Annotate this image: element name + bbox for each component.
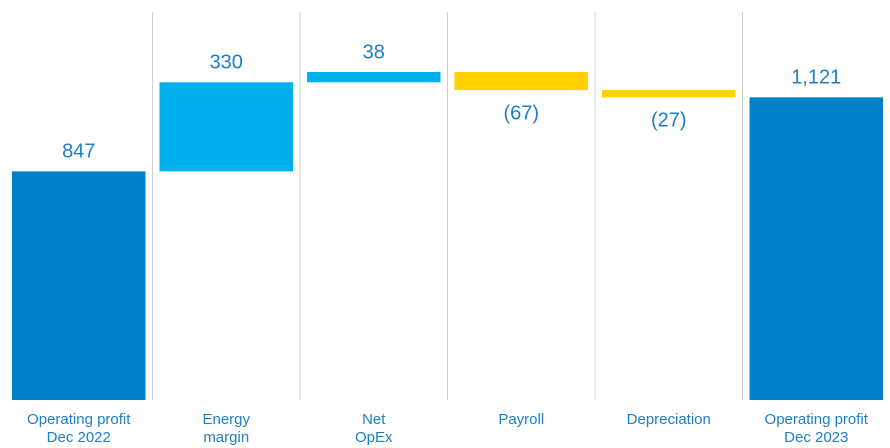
x-tick-label: Operating profit Dec 2023 xyxy=(765,411,869,446)
bar xyxy=(749,97,883,400)
x-tick-label: Depreciation xyxy=(627,411,711,428)
bar xyxy=(307,72,441,83)
x-tick-label: Net OpEx xyxy=(355,411,393,446)
x-tick-label: Energy margin xyxy=(202,411,250,446)
value-label: (27) xyxy=(651,110,687,132)
x-tick-label-line: Net xyxy=(362,411,386,428)
x-tick-label-line: margin xyxy=(203,429,249,446)
x-tick-label-line: OpEx xyxy=(355,429,393,446)
x-tick-label-line: Operating profit xyxy=(27,411,131,428)
x-tick-label: Payroll xyxy=(498,411,544,428)
value-label: (67) xyxy=(503,102,539,124)
x-tick-label-line: Dec 2022 xyxy=(47,429,111,446)
value-label: 847 xyxy=(62,141,95,163)
x-tick-label-line: Operating profit xyxy=(765,411,869,428)
value-label: 38 xyxy=(363,41,385,63)
x-tick-label-line: Dec 2023 xyxy=(784,429,848,446)
bar xyxy=(159,82,293,172)
value-label: 1,121 xyxy=(791,67,841,89)
x-tick-label: Operating profit Dec 2022 xyxy=(27,411,131,446)
value-label: 330 xyxy=(210,52,243,74)
bar xyxy=(454,72,588,91)
x-tick-label-line: Energy xyxy=(202,411,250,428)
bar xyxy=(602,90,736,98)
bar xyxy=(12,171,146,400)
x-tick-label-line: Payroll xyxy=(498,411,544,428)
x-tick-label-line: Depreciation xyxy=(627,411,711,428)
